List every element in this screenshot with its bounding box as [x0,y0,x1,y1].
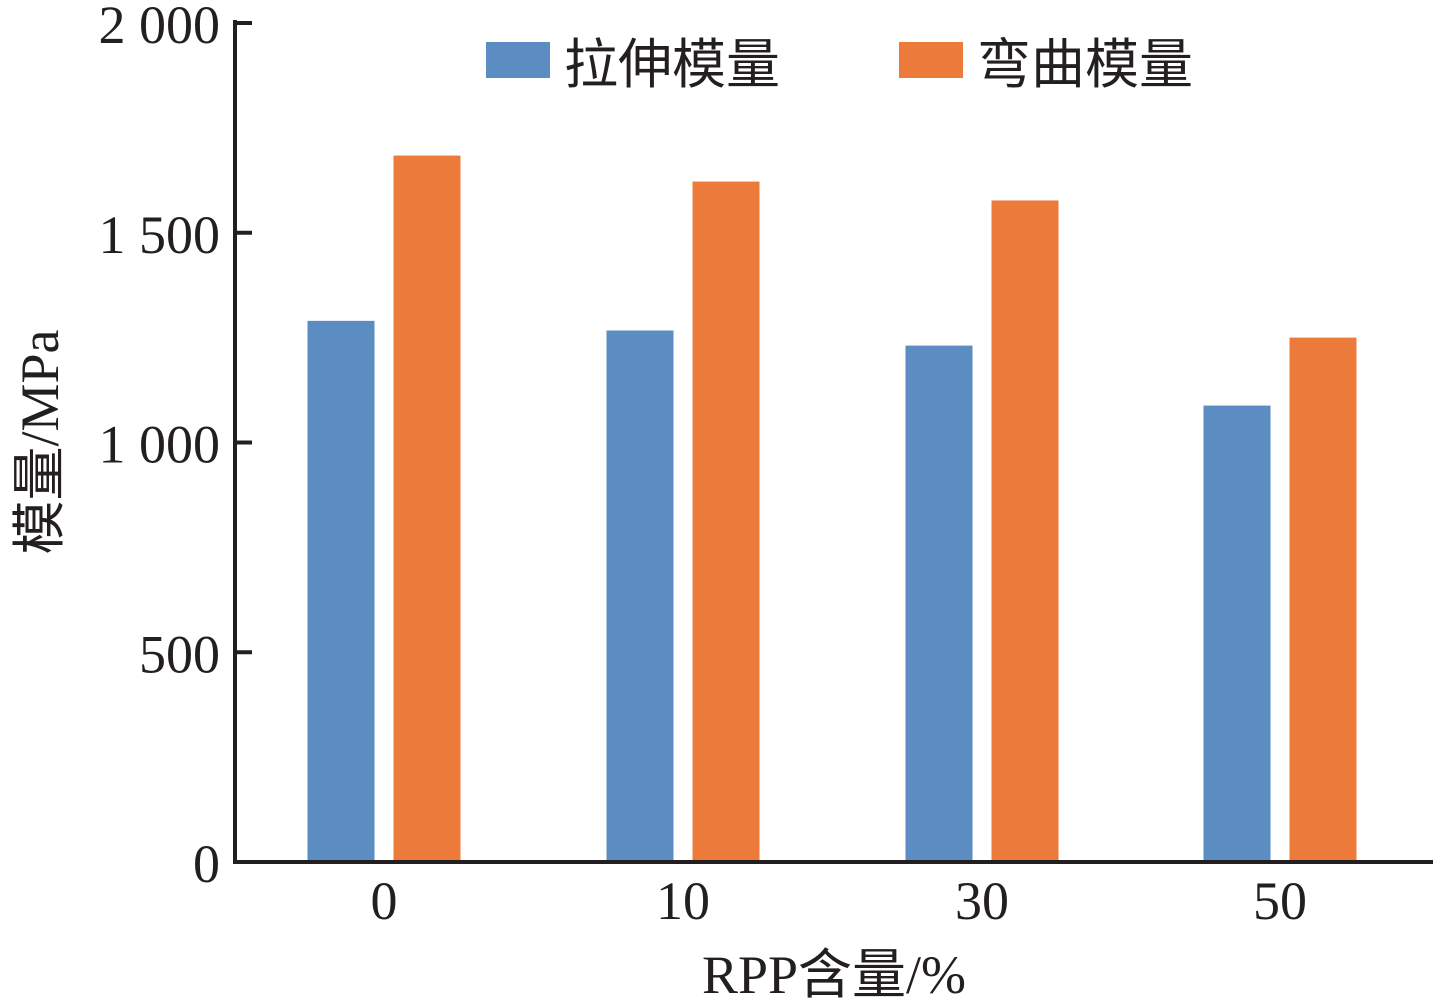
x-axis-label: RPP含量/% [702,945,966,1001]
bar-tensile-10 [606,330,674,862]
y-tick-label: 1 500 [99,205,221,265]
y-tick-label: 0 [193,834,220,894]
x-tick-label: 50 [1253,871,1307,931]
x-tick-label: 10 [656,871,710,931]
y-axis-label: 模量/MPa [10,329,70,554]
y-tick-label: 500 [139,624,220,684]
bar-flexural-0 [393,155,461,862]
bar-flexural-50 [1289,337,1357,862]
bar-flexural-30 [991,200,1059,863]
legend-label-tensile: 拉伸模量 [564,33,780,96]
legend-swatch-flexural [899,42,963,78]
bar-flexural-10 [692,181,760,863]
x-ticks-group: 0 10 30 50 [371,871,1308,931]
y-tick-label: 2 000 [99,0,221,55]
x-tick-label: 0 [371,871,398,931]
bars-group [307,155,1357,863]
bar-tensile-30 [905,345,973,863]
x-tick-label: 30 [955,871,1009,931]
legend-label-flexural: 弯曲模量 [977,33,1193,96]
y-ticks-group: 0 500 1 000 1 500 2 000 [99,0,252,894]
bar-tensile-50 [1203,405,1271,862]
legend-swatch-tensile [486,42,550,78]
bar-tensile-0 [307,320,375,863]
y-tick-label: 1 000 [99,415,221,475]
legend: 拉伸模量 弯曲模量 [486,33,1193,96]
